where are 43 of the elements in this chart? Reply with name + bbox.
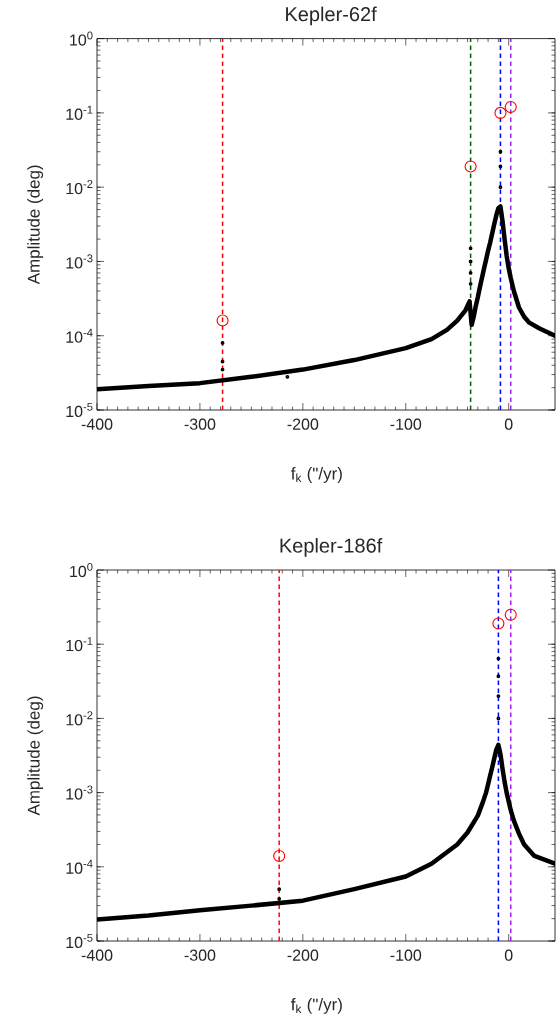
y-tick-label: 10$^{-5}$ <box>66 933 93 949</box>
point <box>498 185 503 190</box>
point <box>464 160 477 173</box>
point <box>468 281 473 286</box>
point <box>504 608 517 621</box>
y-tick-label: 10$^{0}$ <box>70 562 93 578</box>
x-tick-label: -100 <box>390 418 422 430</box>
y-tick-label: 10$^{-5}$ <box>66 402 93 418</box>
y-tick-label: 10$^{-4}$ <box>66 859 93 874</box>
x-tick-label: -400 <box>81 949 113 961</box>
point <box>277 896 282 901</box>
point <box>496 694 501 698</box>
y-tick-label: 10$^{-1}$ <box>66 105 93 120</box>
point <box>273 849 286 863</box>
y-tick-label: 10$^{-4}$ <box>66 328 93 343</box>
x-tick-label: -300 <box>184 418 216 430</box>
x-axis-title: f$_{k}$ ("/yr) <box>291 467 342 483</box>
point <box>504 100 517 114</box>
point <box>492 617 505 630</box>
x-tick-label: 0 <box>504 949 513 961</box>
y-tick-label: 10$^{-1}$ <box>66 637 93 652</box>
y-tick-label: 10$^{0}$ <box>70 31 93 46</box>
x-tick-label: -200 <box>287 418 319 430</box>
y-tick-label: 10$^{-3}$ <box>66 254 93 269</box>
point <box>468 271 473 275</box>
x-tick-label: -400 <box>81 418 113 430</box>
x-tick-label: -100 <box>390 949 422 961</box>
chart-title: Kepler-186f <box>280 538 383 557</box>
x-tick-label: 0 <box>504 418 513 430</box>
point <box>285 374 290 379</box>
x-tick-label: -300 <box>184 949 216 961</box>
point <box>220 341 225 345</box>
y-axis-title: Amplitude (deg) <box>27 696 44 816</box>
x-axis-title: f$_{k}$ ("/yr) <box>291 998 342 1014</box>
point <box>277 887 282 892</box>
point <box>494 106 507 119</box>
x-tick-label: -200 <box>287 949 319 961</box>
y-tick-label: 10$^{-2}$ <box>66 180 93 195</box>
y-tick-label: 10$^{-3}$ <box>66 785 93 800</box>
y-tick-label: 10$^{-2}$ <box>66 711 93 726</box>
y-axis-title: Amplitude (deg) <box>27 165 44 285</box>
point <box>216 314 229 327</box>
chart-title: Kepler-62f <box>286 6 377 26</box>
